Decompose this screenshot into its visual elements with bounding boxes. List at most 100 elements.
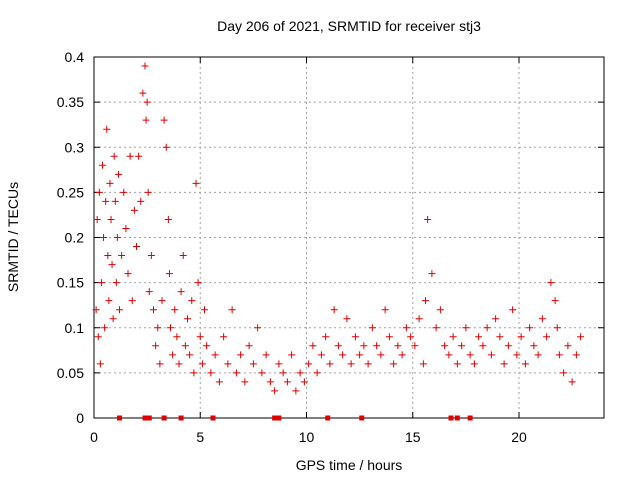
data-point: [339, 351, 347, 359]
data-point: [517, 333, 525, 341]
data-point: [334, 342, 342, 350]
data-point: [432, 324, 440, 332]
axis-marker: [161, 415, 167, 421]
data-point: [317, 351, 325, 359]
data-point: [177, 288, 185, 296]
data-point: [107, 215, 115, 223]
data-point: [96, 360, 104, 368]
data-point: [555, 351, 563, 359]
data-point: [309, 342, 317, 350]
data-point: [398, 351, 406, 359]
data-point: [201, 306, 208, 314]
y-axis-label: SRMTID / TECUs: [5, 182, 21, 292]
axis-marker: [117, 415, 122, 421]
data-point: [101, 324, 109, 332]
x-axis-label: GPS time / hours: [296, 457, 403, 473]
data-point: [577, 333, 585, 341]
chart-title: Day 206 of 2021, SRMTID for receiver stj…: [217, 18, 481, 34]
data-point: [245, 342, 253, 350]
data-point: [521, 360, 529, 368]
data-point: [424, 215, 432, 223]
axis-marker: [178, 415, 184, 421]
data-point: [175, 360, 183, 368]
data-point: [237, 351, 245, 359]
x-tick-label: 0: [90, 429, 98, 445]
data-point: [249, 360, 257, 368]
data-point: [275, 360, 283, 368]
data-point: [279, 369, 287, 377]
data-point: [322, 333, 330, 341]
y-tick-label: 0.15: [57, 275, 84, 291]
data-point: [262, 351, 270, 359]
data-point: [116, 306, 123, 314]
data-point: [526, 324, 534, 332]
axis-marker: [325, 415, 331, 421]
data-point: [419, 360, 427, 368]
data-point: [188, 297, 196, 305]
data-point: [137, 197, 145, 205]
data-point: [479, 342, 487, 350]
data-point: [547, 279, 555, 287]
data-point: [203, 342, 211, 350]
y-tick-label: 0.1: [65, 320, 85, 336]
data-point: [402, 324, 410, 332]
y-tick-label: 0.25: [57, 184, 84, 200]
data-point: [475, 333, 483, 341]
data-point: [160, 116, 168, 124]
data-point: [108, 261, 116, 269]
y-tick-label: 0.35: [57, 94, 84, 110]
data-point: [194, 279, 202, 287]
data-point: [196, 333, 204, 341]
data-point: [110, 152, 118, 160]
data-point: [538, 315, 546, 323]
data-point: [504, 342, 512, 350]
data-point: [224, 360, 232, 368]
data-point: [173, 333, 181, 341]
data-point: [415, 315, 423, 323]
data-point: [453, 360, 461, 368]
data-point: [258, 369, 266, 377]
data-point: [164, 215, 172, 223]
data-point: [95, 188, 103, 196]
data-point: [154, 324, 162, 332]
data-points: [92, 62, 585, 395]
data-point: [266, 378, 274, 386]
data-point: [458, 342, 466, 350]
data-point: [568, 378, 576, 386]
data-point: [94, 333, 102, 341]
data-point: [192, 179, 200, 187]
data-point: [385, 333, 393, 341]
data-point: [390, 360, 398, 368]
data-point: [139, 89, 147, 97]
data-point: [330, 306, 338, 314]
data-point: [142, 116, 150, 124]
data-point: [351, 333, 359, 341]
axis-marker: [448, 415, 454, 421]
y-tick-label: 0.2: [65, 230, 85, 246]
data-point: [93, 215, 101, 223]
data-point: [411, 342, 419, 350]
data-point: [198, 360, 206, 368]
data-point: [100, 234, 108, 241]
x-tick-label: 5: [196, 429, 204, 445]
data-point: [105, 297, 113, 305]
data-point: [313, 369, 321, 377]
data-point: [104, 252, 112, 260]
data-point: [496, 333, 504, 341]
data-point: [147, 252, 155, 260]
data-point: [92, 306, 100, 314]
axis-marker: [359, 415, 365, 421]
data-point: [483, 324, 491, 332]
data-point: [122, 224, 130, 232]
data-point: [300, 378, 308, 386]
data-point: [373, 342, 381, 350]
data-point: [288, 351, 296, 359]
data-point: [141, 62, 149, 70]
x-tick-label: 20: [511, 429, 527, 445]
data-point: [167, 324, 174, 332]
data-point: [564, 342, 572, 350]
data-point: [394, 342, 402, 350]
data-point: [169, 351, 177, 359]
data-point: [114, 170, 122, 178]
